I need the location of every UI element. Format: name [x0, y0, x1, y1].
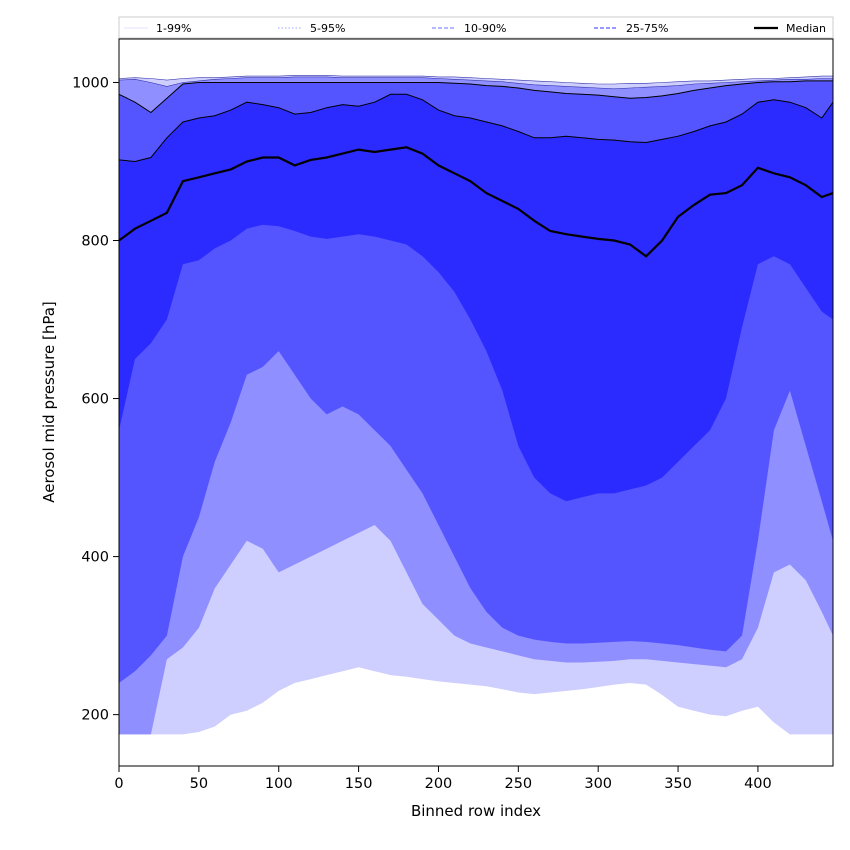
y-tick-label-200: 200 [81, 708, 109, 724]
x-tick-label-250: 250 [504, 776, 532, 792]
x-tick-label-300: 300 [584, 776, 612, 792]
x-tick-label-350: 350 [664, 776, 692, 792]
band-upper-edge-1-99% [118, 75, 833, 85]
legend-label-Median: Median [786, 22, 826, 35]
x-tick-label-50: 50 [190, 776, 208, 792]
band-upper-edge-5-95% [118, 76, 833, 90]
band-upper-edge-10-90% [118, 80, 833, 114]
legend-label-5-95%: 5-95% [310, 22, 345, 35]
band-upper-edge-25-75% [118, 93, 834, 163]
x-axis-label: Binned row index [411, 802, 541, 820]
y-tick-label-1000: 1000 [72, 75, 109, 91]
y-axis-label: Aerosol mid pressure [hPa] [40, 301, 58, 503]
legend-label-10-90%: 10-90% [464, 22, 506, 35]
y-tick-label-600: 600 [81, 392, 109, 408]
percentile-bands [118, 75, 834, 735]
x-tick-label-150: 150 [345, 776, 373, 792]
legend-label-1-99%: 1-99% [156, 22, 191, 35]
x-axis: 0 50 100 150 200 250 300 350 400 [114, 766, 772, 792]
median-line [118, 146, 834, 258]
x-tick-label-400: 400 [744, 776, 772, 792]
plot-frame [118, 38, 834, 767]
y-tick-label-400: 400 [81, 550, 109, 566]
y-axis: 200 400 600 800 1000 [72, 75, 119, 724]
x-tick-label-0: 0 [114, 776, 123, 792]
legend-label-25-75%: 25-75% [626, 22, 668, 35]
plot-area [118, 38, 834, 767]
band-25-75% [119, 94, 833, 502]
y-tick-label-800: 800 [81, 234, 109, 250]
legend-box [118, 16, 834, 39]
x-tick-label-100: 100 [265, 776, 293, 792]
x-tick-label-200: 200 [425, 776, 453, 792]
legend: 1-99% 5-95% 10-90% 25-75% Median [118, 16, 834, 39]
